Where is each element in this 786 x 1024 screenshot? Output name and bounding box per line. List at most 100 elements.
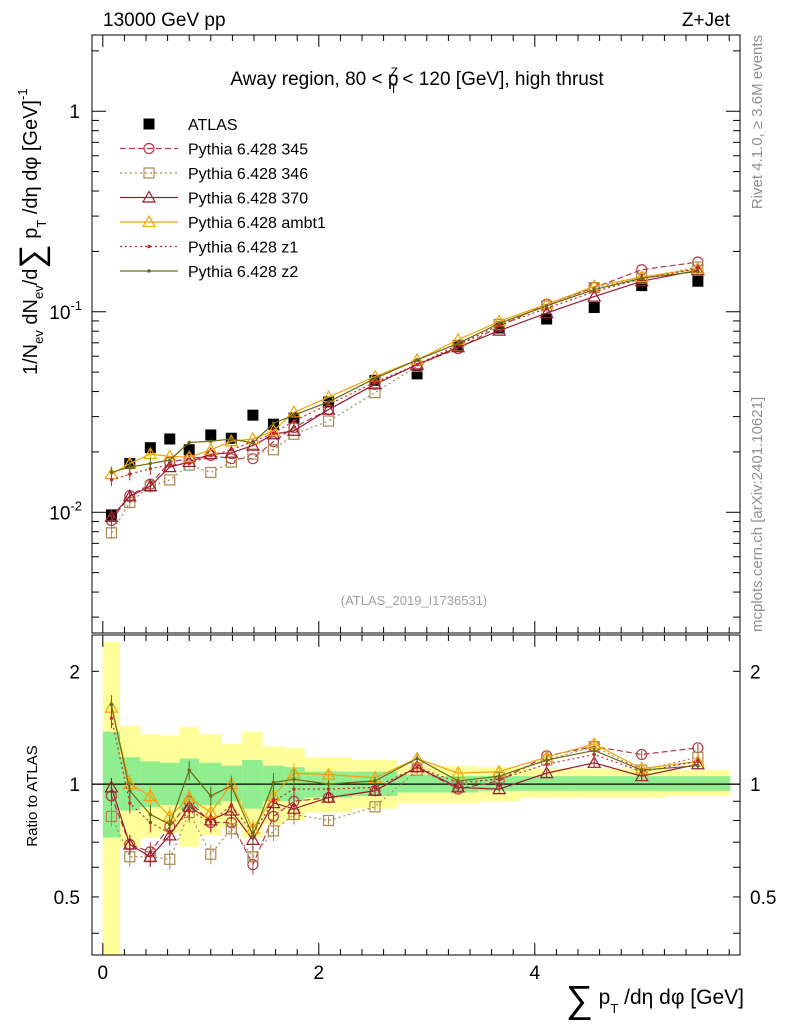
- ratio-point-z2: [696, 763, 700, 768]
- data-point-z1: [229, 448, 234, 452]
- legend-marker-p345: [143, 142, 155, 155]
- ratio-point-z1: [696, 759, 700, 764]
- ratio-point-z2: [271, 780, 276, 785]
- legend-label-p346: Pythia 6.428 346: [188, 166, 308, 183]
- series-p346: [105, 261, 704, 540]
- ratio-y-tick-label-right: 2: [750, 662, 761, 683]
- data-point-ambt1: [690, 261, 705, 274]
- ratio-point-p370: [492, 781, 507, 795]
- data-point-p370: [321, 402, 336, 415]
- ratio-point-z2: [229, 784, 234, 788]
- ratio-point-z2: [373, 779, 377, 783]
- legend-marker-z1: [147, 244, 151, 249]
- y-tick-exponent: -1: [70, 298, 82, 313]
- main-plot-panel: 10-2 10-1 1: [49, 34, 741, 634]
- data-point-p346: [322, 415, 335, 427]
- data-point-p370: [266, 427, 281, 440]
- data-point-z2: [148, 461, 153, 466]
- ratio-point-p370: [451, 780, 466, 793]
- data-point-p346: [247, 448, 259, 460]
- series-line-p345: [110, 261, 698, 521]
- legend-entry-p345: Pythia 6.428 345: [120, 142, 308, 159]
- series-line-p370: [110, 269, 698, 518]
- legend-label-p345: Pythia 6.428 345: [188, 142, 308, 159]
- y-tick-base: 10: [49, 303, 70, 324]
- data-point-atlas: [288, 412, 300, 424]
- data-point-p346: [105, 527, 118, 539]
- legend: ATLAS Pythia 6.428 345 Pythia 6.428 346 Pyt…: [120, 117, 326, 281]
- data-point-z1: [128, 472, 132, 476]
- ratio-point-z2: [109, 702, 114, 707]
- header-process: Z+Jet: [682, 10, 731, 31]
- ratio-point-z1: [229, 803, 234, 807]
- data-point-ambt1: [182, 450, 197, 463]
- ratio-point-p370: [224, 803, 239, 816]
- legend-marker-atlas: [143, 118, 155, 130]
- x-tick-label: 4: [530, 963, 541, 984]
- data-point-atlas: [541, 313, 553, 325]
- data-point-z2: [209, 439, 213, 443]
- data-point-z2: [373, 376, 377, 381]
- data-point-atlas: [205, 429, 217, 441]
- y-tick-label: 1: [69, 102, 80, 123]
- ratio-point-ambt1: [321, 767, 336, 780]
- data-point-z2: [109, 470, 114, 475]
- data-point-p370: [104, 509, 119, 522]
- series-line-z2: [111, 270, 698, 474]
- data-point-p370: [122, 489, 137, 502]
- ratio-point-p346: [105, 810, 118, 823]
- series-ambt1: [104, 261, 705, 481]
- legend-entry-p346: Pythia 6.428 346: [120, 166, 308, 183]
- data-point-z1: [271, 431, 276, 435]
- data-point-atlas: [692, 275, 704, 287]
- data-point-p370: [162, 459, 177, 473]
- ratio-point-z2: [415, 756, 419, 761]
- ratio-point-p370: [587, 755, 602, 768]
- data-point-atlas: [247, 409, 259, 421]
- data-point-p370: [143, 478, 158, 492]
- series-p370: [104, 263, 705, 524]
- ratio-y-tick-label: 1: [69, 775, 80, 796]
- x-axis-label: ∑ pT /dη dφ [GeV]: [566, 979, 744, 1021]
- data-point-ambt1: [224, 434, 239, 447]
- data-point-p370: [286, 423, 301, 436]
- ratio-point-z2: [544, 758, 549, 762]
- ratio-point-z2: [148, 812, 153, 817]
- data-point-p346: [369, 387, 381, 399]
- series-line-ambt1: [111, 268, 698, 475]
- ratio-frame: [91, 634, 741, 956]
- ratio-point-z2: [640, 768, 644, 772]
- data-point-p370: [367, 377, 382, 390]
- ratio-point-p370: [539, 765, 554, 779]
- series-z1: [109, 266, 700, 487]
- ratio-point-z1: [415, 765, 419, 769]
- data-point-z1: [168, 463, 172, 467]
- series-p345: [105, 256, 704, 527]
- data-point-z2: [292, 413, 296, 417]
- ratio-y-tick-label: 0.5: [54, 888, 80, 909]
- data-point-p370: [539, 305, 554, 319]
- data-point-z1: [373, 380, 377, 384]
- ratio-point-p370: [634, 768, 649, 782]
- ratio-point-p346: [205, 848, 217, 860]
- data-point-z2: [456, 341, 460, 346]
- legend-label-p370: Pythia 6.428 370: [188, 191, 308, 208]
- ratio-point-p370: [321, 790, 336, 803]
- ratio-point-z2: [187, 768, 191, 772]
- ratio-point-ambt1: [410, 751, 425, 764]
- ratio-point-p345: [692, 742, 704, 754]
- rivet-label: Rivet 4.1.0, ≥ 3.6M events: [749, 35, 766, 209]
- legend-label-ATLAS: ATLAS: [188, 117, 238, 134]
- y-tick-label: 10-2: [49, 498, 82, 524]
- data-point-atlas: [183, 444, 195, 456]
- data-point-p346: [267, 444, 280, 456]
- x-tick-label: 0: [98, 963, 109, 984]
- ratio-point-z1: [109, 716, 114, 720]
- ratio-point-p346: [322, 814, 335, 827]
- ratio-point-z2: [292, 777, 296, 782]
- data-point-p346: [205, 466, 217, 479]
- ratio-point-z1: [373, 785, 377, 790]
- data-point-z2: [592, 287, 596, 292]
- y-tick-exponent: -2: [70, 498, 82, 513]
